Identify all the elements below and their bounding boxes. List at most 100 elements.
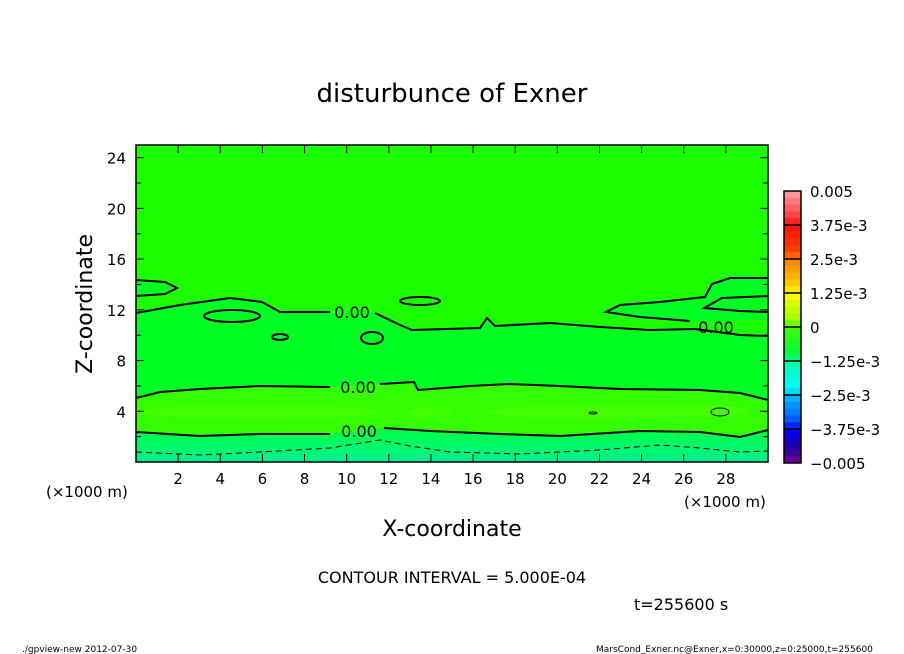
colorbar-band — [784, 422, 801, 430]
colorbar-band — [784, 327, 801, 335]
colorbar-band — [784, 367, 801, 376]
colorbar-band — [784, 408, 801, 416]
colorbar-band — [784, 238, 801, 246]
colorbar-band — [784, 395, 801, 403]
colorbar-band — [784, 252, 801, 260]
colorbar-frame — [783, 190, 802, 464]
colorbar-labels: 0.005 3.75e-3 2.5e-3 1.25e-3 0 −1.25e-3 −2.5e-… — [810, 183, 880, 473]
colorbar-band — [784, 381, 801, 389]
contour-line-zero — [136, 384, 331, 399]
colorbar-band — [784, 272, 801, 280]
y-tick-label: 12 — [107, 302, 126, 320]
contour-lines — [136, 277, 768, 456]
fill-region-band-core — [650, 405, 750, 417]
colorbar-band — [784, 361, 801, 369]
colorbar-band — [784, 197, 801, 206]
fill-region-band-core — [408, 408, 452, 418]
colorbar-band — [784, 191, 801, 199]
x-tick-label: 18 — [506, 470, 525, 488]
x-tick-label: 4 — [215, 470, 225, 488]
contour-line-closed — [710, 407, 730, 417]
colorbar-band — [784, 415, 801, 423]
colorbar-label: 3.75e-3 — [810, 217, 868, 235]
y-tick-label: 24 — [107, 150, 126, 168]
fill-region-band — [136, 382, 768, 437]
colorbar-band — [784, 218, 801, 226]
colorbar-label: 2.5e-3 — [810, 251, 858, 269]
x-tick-label: 6 — [258, 470, 268, 488]
contour-line-closed — [203, 309, 261, 323]
contour-line-zero — [136, 296, 330, 314]
colorbar-band — [784, 449, 801, 457]
colorbar-band — [784, 354, 801, 362]
colorbar-band — [784, 245, 801, 253]
contour-line-zero — [700, 295, 768, 313]
colorbar-band — [784, 306, 801, 314]
colorbar-band — [784, 279, 801, 287]
x-tick-label: 12 — [379, 470, 398, 488]
y-tick-label: 20 — [107, 200, 126, 218]
fill-region-band-core — [140, 405, 380, 419]
contour-line-zero — [383, 427, 768, 439]
colorbar-band — [784, 211, 801, 219]
colorbar-band — [784, 299, 801, 308]
x-tick-label: 20 — [548, 470, 567, 488]
contour-line-closed — [271, 333, 289, 341]
x-tick-label: 26 — [674, 470, 693, 488]
colorbar-band — [784, 347, 801, 355]
contour-labels: 0.00 0.00 0.00 0.00 — [334, 303, 734, 441]
contour-line-negative — [136, 439, 768, 456]
contour-line-zero — [136, 431, 330, 438]
contour-line-zero — [602, 277, 768, 322]
x-tick-label: 16 — [464, 470, 483, 488]
colorbar-band — [784, 225, 801, 233]
contour-label: 0.00 — [340, 378, 376, 397]
footer-left: ./gpview-new 2012-07-30 — [22, 645, 137, 654]
footer-right: MarsCond_Exner.nc@Exner,x=0:30000,z=0:25… — [596, 645, 873, 654]
colorbar-label: −2.5e-3 — [810, 387, 871, 405]
x-tick-label: 24 — [632, 470, 651, 488]
colorbar-band — [784, 388, 801, 396]
x-unit-right: (×1000 m) — [684, 493, 766, 511]
x-tick-label: 8 — [300, 470, 310, 488]
contour-line-zero — [374, 312, 768, 337]
colorbar-band — [784, 293, 801, 301]
colorbar-band — [784, 435, 801, 444]
colorbar-label: −1.25e-3 — [810, 353, 880, 371]
y-tick-label: 8 — [116, 353, 126, 371]
contour-fills — [136, 145, 768, 462]
contour-line-zero — [136, 279, 180, 297]
y-tick-label: 16 — [107, 251, 126, 269]
contour-label: 0.00 — [698, 318, 734, 337]
colorbar-band — [784, 401, 801, 410]
colorbar-band — [784, 313, 801, 321]
colorbar-label: −3.75e-3 — [810, 421, 880, 439]
contour-label: 0.00 — [341, 422, 377, 441]
chart-title: disturbunce of Exner — [317, 79, 588, 109]
x-unit-left: (×1000 m) — [46, 483, 128, 501]
colorbar-label: 1.25e-3 — [810, 285, 868, 303]
colorbar-band — [784, 231, 801, 240]
contour-line-closed — [399, 296, 441, 306]
colorbar-band — [784, 259, 801, 267]
colorbar-band — [784, 204, 801, 212]
contour-label: 0.00 — [334, 303, 370, 322]
contour-line-zero — [379, 380, 768, 401]
colorbar-band — [784, 320, 801, 328]
x-tick-label: 28 — [716, 470, 735, 488]
colorbar-label: 0 — [810, 319, 820, 337]
y-axis: 4 8 12 16 20 24 — [107, 150, 768, 438]
y-tick-label: 4 — [116, 403, 126, 421]
fill-lobe — [136, 280, 177, 296]
x-tick-label: 14 — [421, 470, 440, 488]
x-tick-label: 10 — [337, 470, 356, 488]
x-tick-label: 22 — [590, 470, 609, 488]
colorbar-label: 0.005 — [810, 183, 853, 201]
y-axis-label: Z-coordinate — [73, 234, 98, 374]
colorbar-band — [784, 286, 801, 294]
colorbar-band — [784, 456, 801, 464]
fill-region-bottom — [136, 428, 768, 462]
colorbar-band — [784, 429, 801, 437]
x-axis: 2 4 6 8 10 12 14 16 18 20 22 24 26 28 — [173, 145, 735, 488]
